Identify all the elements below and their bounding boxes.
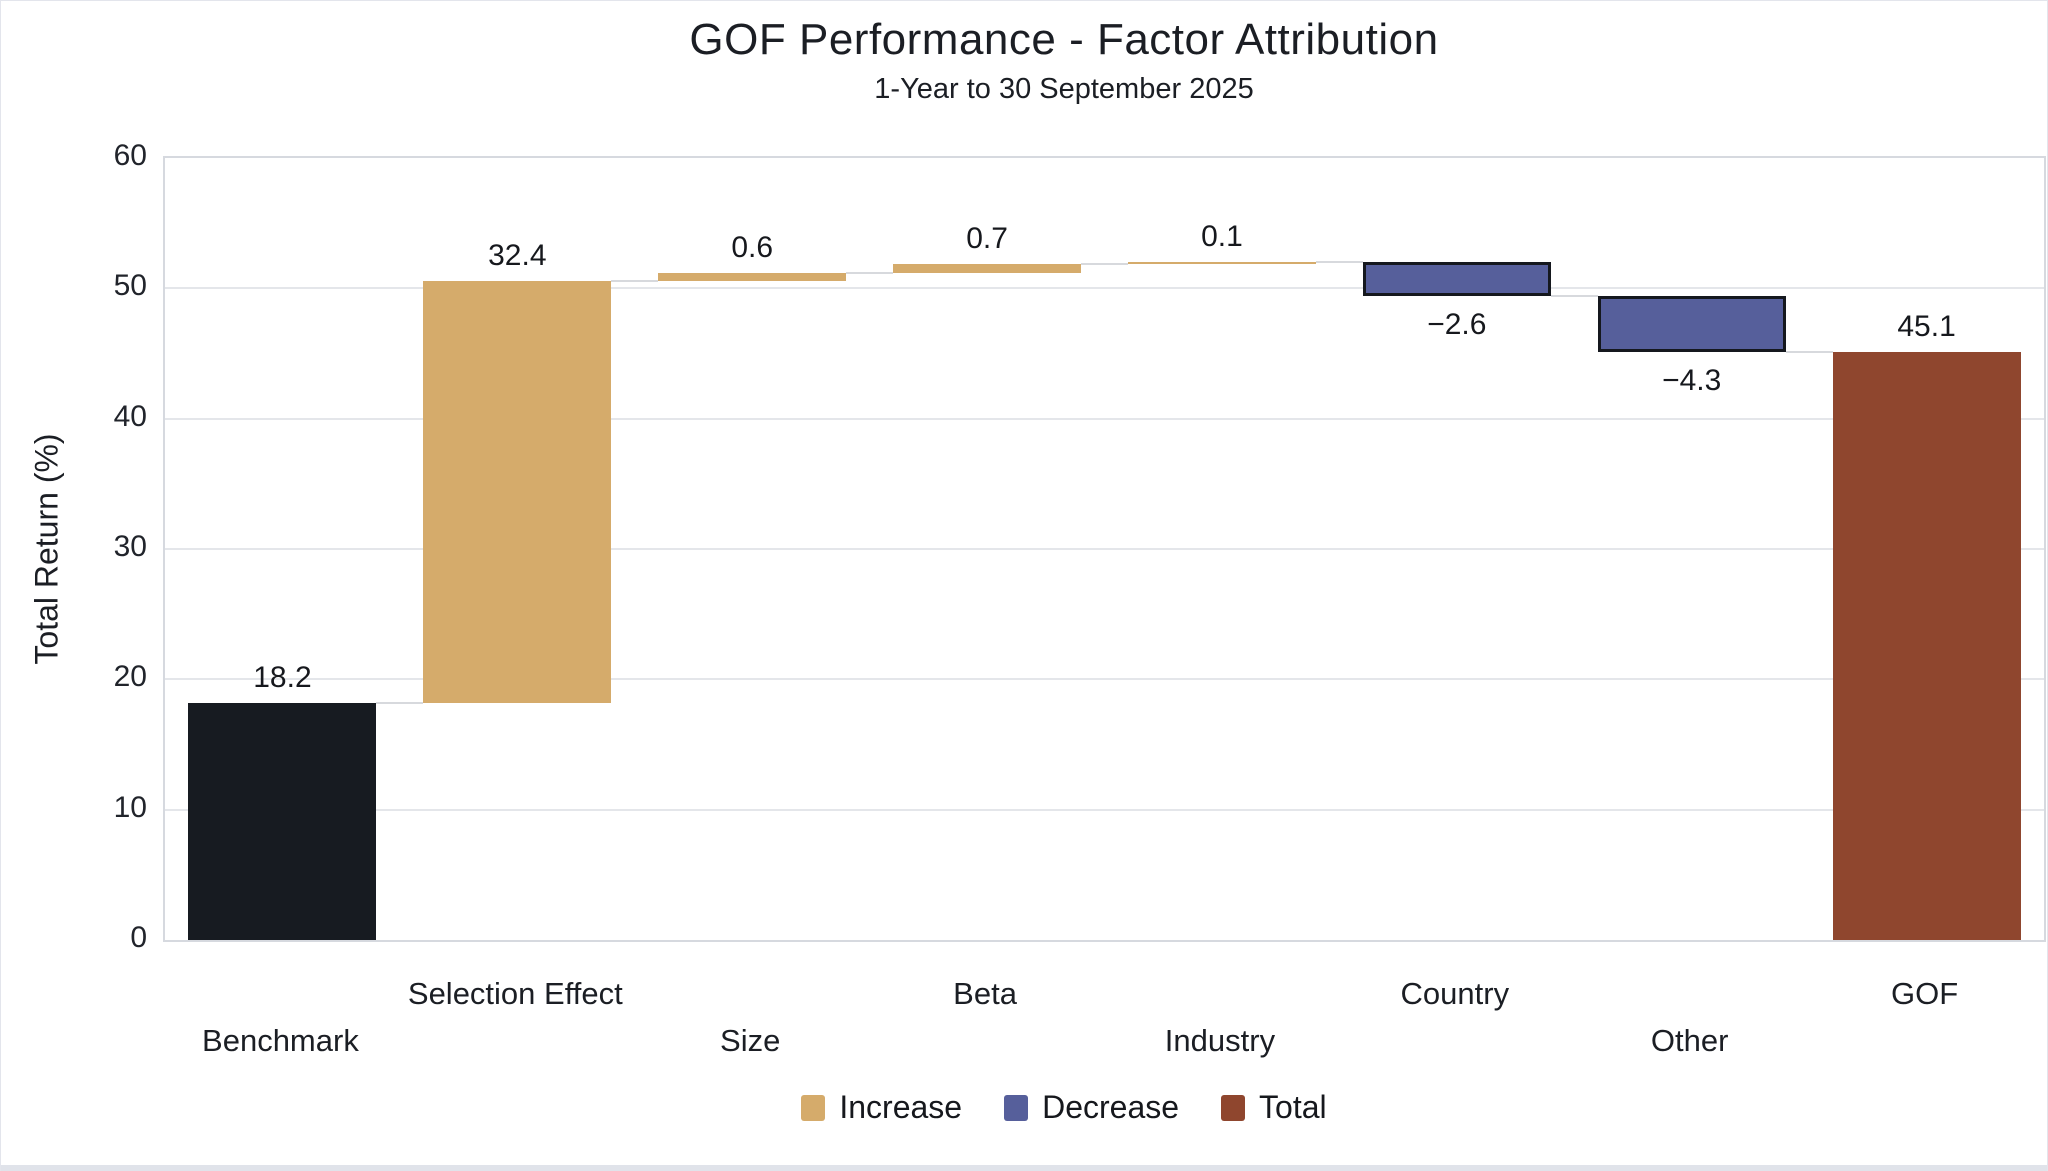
chart-subtitle: 1-Year to 30 September 2025 [874,73,1254,105]
x-axis-label-other: Other [1650,1023,1729,1058]
legend-swatch-increase [801,1094,826,1121]
legend-label-increase: Increase [839,1089,963,1125]
x-axis-label-country: Country [1400,976,1510,1011]
bar-other [1597,296,1786,353]
bar-value-label-size: 0.6 [731,230,774,264]
legend-swatch-total [1221,1094,1246,1121]
connector-line-selection-effect-to-size [611,279,659,282]
legend-swatch-decrease [1004,1094,1029,1121]
bar-size [658,272,847,281]
bar-value-label-beta: 0.7 [966,221,1008,255]
connector-line-size-to-beta [846,271,894,274]
gridline-50 [165,287,2044,290]
x-axis-label-size: Size [720,1023,781,1058]
x-axis-label-industry: Industry [1164,1023,1276,1058]
plot-area: 18.2 32.4 0.6 0.7 0.1 −2.6 −4.3 45.1 [163,156,2046,942]
y-tick-label-60: 60 [113,139,147,172]
legend-item-total[interactable]: Total [1221,1089,1327,1126]
connector-line-benchmark-to-selection-effect [376,701,424,704]
bar-benchmark [188,702,377,940]
y-tick-label-20: 20 [113,660,147,694]
y-tick-label-30: 30 [113,530,147,563]
bar-value-label-country: −2.6 [1427,308,1487,342]
x-axis-label-benchmark: Benchmark [202,1023,359,1058]
x-axis-label-beta: Beta [953,976,1017,1011]
legend-item-decrease[interactable]: Decrease [1004,1089,1179,1126]
y-tick-label-40: 40 [113,399,147,433]
bar-value-label-gof: 45.1 [1897,310,1956,344]
y-tick-label-10: 10 [113,790,147,824]
bar-value-label-selection-effect: 32.4 [488,238,547,272]
y-tick-label-0: 0 [130,921,147,954]
chart-title: GOF Performance - Factor Attribution [689,15,1439,64]
legend-item-increase[interactable]: Increase [801,1089,962,1126]
legend-label-total: Total [1259,1089,1327,1125]
x-axis-label-selection-effect: Selection Effect [407,976,623,1011]
bar-beta [893,263,1082,273]
bar-value-label-other: −4.3 [1662,364,1722,398]
x-axis-label-gof: GOF [1890,976,1959,1011]
bar-value-label-industry: 0.1 [1201,220,1243,254]
bar-gof [1832,352,2021,940]
gridline-20 [165,678,2044,681]
window-bottom-edge [1,1165,2047,1171]
connector-line-industry-to-country [1315,261,1363,264]
legend: Increase Decrease Total [1,1089,2047,1126]
bar-selection-effect [423,280,612,703]
connector-line-country-to-other [1550,295,1598,298]
bar-industry [1127,262,1316,265]
connector-line-beta-to-industry [1081,262,1128,265]
gridline-10 [165,808,2044,811]
gridline-30 [165,548,2044,550]
connector-line-other-to-gof [1785,351,1833,354]
gridline-40 [165,417,2044,420]
bar-value-label-benchmark: 18.2 [253,660,312,694]
y-tick-label-50: 50 [113,269,147,303]
bar-country [1362,262,1551,297]
legend-label-decrease: Decrease [1042,1089,1180,1125]
chart-header: GOF Performance - Factor Attribution 1-Y… [1,15,2047,106]
